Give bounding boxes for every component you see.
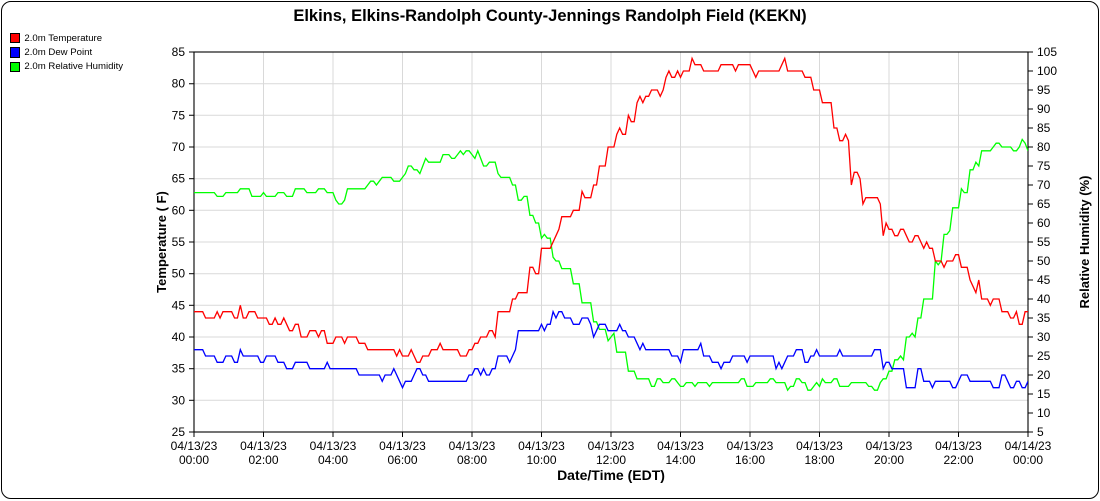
svg-text:75: 75: [1037, 159, 1051, 173]
svg-text:50: 50: [172, 267, 186, 281]
svg-text:06:00: 06:00: [387, 453, 417, 467]
svg-text:100: 100: [1037, 64, 1057, 78]
svg-text:04/14/23: 04/14/23: [1005, 439, 1052, 453]
svg-text:65: 65: [1037, 197, 1051, 211]
svg-text:Relative Humidity (%): Relative Humidity (%): [1077, 176, 1092, 309]
svg-text:22:00: 22:00: [943, 453, 973, 467]
svg-text:85: 85: [1037, 121, 1051, 135]
svg-text:45: 45: [172, 298, 186, 312]
svg-text:04/13/23: 04/13/23: [240, 439, 287, 453]
svg-text:105: 105: [1037, 45, 1057, 59]
svg-text:08:00: 08:00: [457, 453, 487, 467]
svg-text:30: 30: [1037, 330, 1051, 344]
svg-text:40: 40: [172, 330, 186, 344]
svg-text:95: 95: [1037, 83, 1051, 97]
svg-text:25: 25: [1037, 349, 1051, 363]
svg-text:04/13/23: 04/13/23: [449, 439, 496, 453]
svg-text:00:00: 00:00: [179, 453, 209, 467]
svg-text:55: 55: [172, 235, 186, 249]
svg-text:16:00: 16:00: [735, 453, 765, 467]
svg-text:35: 35: [172, 362, 186, 376]
svg-text:04/13/23: 04/13/23: [935, 439, 982, 453]
svg-text:04/13/23: 04/13/23: [518, 439, 565, 453]
svg-text:00:00: 00:00: [1013, 453, 1043, 467]
svg-text:5: 5: [1037, 425, 1044, 439]
svg-text:04/13/23: 04/13/23: [588, 439, 635, 453]
svg-text:04/13/23: 04/13/23: [171, 439, 218, 453]
svg-text:40: 40: [1037, 292, 1051, 306]
svg-text:04/13/23: 04/13/23: [657, 439, 704, 453]
svg-text:50: 50: [1037, 254, 1051, 268]
svg-text:04/13/23: 04/13/23: [866, 439, 913, 453]
svg-text:14:00: 14:00: [665, 453, 695, 467]
svg-text:75: 75: [172, 108, 186, 122]
svg-text:20: 20: [1037, 368, 1051, 382]
svg-text:30: 30: [172, 393, 186, 407]
svg-text:60: 60: [172, 203, 186, 217]
svg-text:70: 70: [1037, 178, 1051, 192]
svg-text:10:00: 10:00: [526, 453, 556, 467]
svg-text:04/13/23: 04/13/23: [727, 439, 774, 453]
svg-text:10: 10: [1037, 406, 1051, 420]
svg-text:04:00: 04:00: [318, 453, 348, 467]
svg-text:80: 80: [1037, 140, 1051, 154]
svg-text:65: 65: [172, 172, 186, 186]
svg-text:60: 60: [1037, 216, 1051, 230]
svg-text:20:00: 20:00: [874, 453, 904, 467]
svg-text:90: 90: [1037, 102, 1051, 116]
svg-text:02:00: 02:00: [248, 453, 278, 467]
svg-text:25: 25: [172, 425, 186, 439]
svg-text:15: 15: [1037, 387, 1051, 401]
svg-text:80: 80: [172, 77, 186, 91]
svg-text:45: 45: [1037, 273, 1051, 287]
svg-text:04/13/23: 04/13/23: [310, 439, 357, 453]
svg-text:Temperature ( F): Temperature ( F): [154, 191, 169, 293]
svg-text:04/13/23: 04/13/23: [796, 439, 843, 453]
svg-text:12:00: 12:00: [596, 453, 626, 467]
svg-text:18:00: 18:00: [804, 453, 834, 467]
svg-text:Date/Time (EDT): Date/Time (EDT): [557, 467, 665, 483]
svg-text:35: 35: [1037, 311, 1051, 325]
svg-text:55: 55: [1037, 235, 1051, 249]
svg-text:70: 70: [172, 140, 186, 154]
svg-text:85: 85: [172, 45, 186, 59]
svg-text:04/13/23: 04/13/23: [379, 439, 426, 453]
